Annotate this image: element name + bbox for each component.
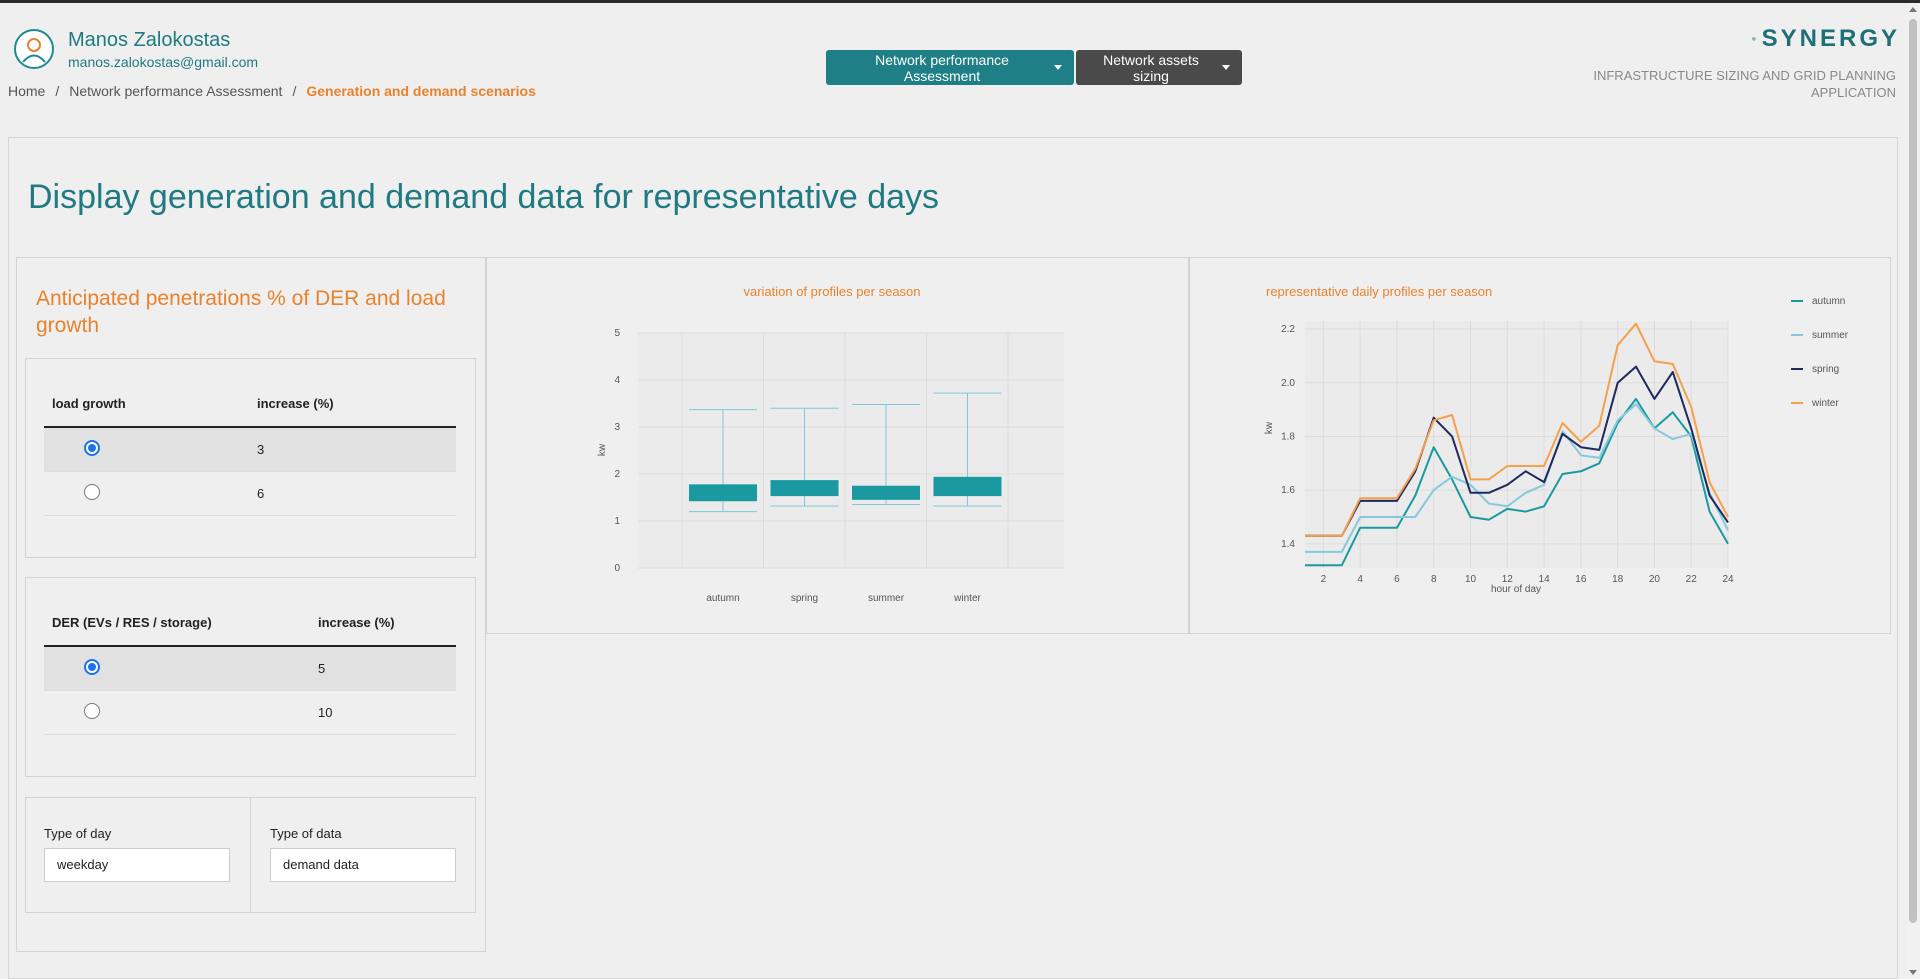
load-growth-value: 3	[249, 427, 456, 472]
network-assets-label: Network assets sizing	[1103, 51, 1199, 84]
avatar[interactable]	[14, 29, 54, 69]
x-tick-label: 4	[1357, 574, 1363, 585]
chart-title: variation of profiles per season	[743, 284, 920, 299]
y-tick-label: 2.2	[1281, 324, 1295, 335]
load-growth-table: load growth increase (%) 3 6	[44, 381, 456, 516]
box-autumn	[689, 484, 757, 502]
synergy-logo[interactable]: SYNERGY	[1752, 18, 1900, 60]
x-tick-label: 22	[1686, 574, 1698, 585]
legend-label-autumn: autumn	[1812, 296, 1845, 307]
x-tick-label: 20	[1649, 574, 1661, 585]
user-name: Manos Zalokostas	[68, 29, 231, 51]
x-tick-label: autumn	[706, 593, 739, 604]
y-tick-label: 3	[614, 422, 620, 433]
breadcrumb-separator: /	[55, 83, 60, 99]
load-growth-value: 6	[249, 471, 456, 516]
box-summer	[852, 485, 920, 500]
load-growth-header: load growth	[44, 381, 249, 428]
caret-down-icon	[1054, 65, 1062, 70]
series-line-summer	[1305, 403, 1729, 553]
series-line-autumn	[1305, 397, 1729, 567]
x-axis-label: hour of day	[1491, 584, 1541, 595]
data-type-label: Type of data	[270, 826, 342, 841]
day-type-select[interactable]: weekday	[44, 848, 230, 882]
line-chart-panel: 1.4 1.6 1.8 2.0 2.2 2 4 6 8 10 12 14 16 18 20 22 24 repre…	[1189, 257, 1891, 634]
scroll-up-icon[interactable]	[1909, 7, 1917, 12]
box-winter	[933, 476, 1002, 497]
y-tick-label: 1.6	[1281, 485, 1295, 496]
table-row[interactable]: 5	[44, 646, 456, 691]
breadcrumb-separator: /	[292, 83, 297, 99]
table-row[interactable]: 6	[44, 471, 456, 516]
network-performance-label: Network performance Assessment	[875, 51, 1009, 84]
network-performance-dropdown[interactable]: Network performance Assessment	[826, 50, 1074, 85]
legend-label-summer: summer	[1812, 330, 1849, 341]
der-radio-5[interactable]	[84, 658, 100, 675]
load-increase-header: increase (%)	[249, 381, 456, 428]
y-tick-label: 5	[614, 328, 620, 339]
plot-area	[638, 333, 1064, 568]
y-tick-label: 4	[614, 375, 620, 386]
box-chart-panel: 0 1 2 3 4 5 variation of profiles per season kw…	[486, 257, 1189, 634]
chart-title: representative daily profiles per season	[1266, 284, 1492, 299]
x-tick-label: 16	[1575, 574, 1587, 585]
y-tick-label: 0	[614, 563, 620, 574]
breadcrumb-current: Generation and demand scenarios	[306, 83, 536, 99]
x-tick-label: 6	[1394, 574, 1400, 585]
x-tick-label: 2	[1321, 574, 1327, 585]
scroll-down-icon[interactable]	[1909, 970, 1917, 975]
logo-hexagon-icon	[1752, 36, 1756, 41]
series-line-winter	[1305, 322, 1729, 537]
app-subtitle: INFRASTRUCTURE SIZING AND GRID PLANNING …	[1593, 68, 1896, 100]
der-header: DER (EVs / RES / storage)	[44, 600, 310, 647]
user-email: manos.zalokostas@gmail.com	[68, 54, 259, 70]
y-tick-label: 2	[614, 469, 620, 480]
der-value: 10	[310, 690, 456, 735]
x-tick-label: 12	[1502, 574, 1514, 585]
x-tick-label: 14	[1539, 574, 1551, 585]
x-tick-label: winter	[953, 593, 981, 604]
y-tick-label: 1.4	[1281, 539, 1295, 550]
y-axis-label: kw	[597, 443, 608, 456]
legend-label-spring: spring	[1812, 364, 1839, 375]
y-axis-label: kw	[1264, 421, 1275, 434]
der-radio-10[interactable]	[84, 702, 100, 719]
load-growth-radio-6[interactable]	[84, 483, 100, 500]
series-line-spring	[1305, 365, 1729, 537]
data-type-select[interactable]: demand data	[270, 848, 456, 882]
table-row[interactable]: 10	[44, 690, 456, 735]
breadcrumb: Home / Network performance Assessment / …	[8, 83, 536, 99]
caret-down-icon	[1222, 65, 1230, 70]
plot-area	[1305, 321, 1728, 568]
x-tick-label: summer	[868, 593, 905, 604]
x-tick-label: 18	[1612, 574, 1624, 585]
x-tick-label: 10	[1465, 574, 1477, 585]
der-settings-title: Anticipated penetrations % of DER and lo…	[36, 287, 446, 337]
y-tick-label: 1	[614, 516, 620, 527]
table-row[interactable]: 3	[44, 427, 456, 472]
der-table: DER (EVs / RES / storage) increase (%) 5…	[44, 600, 456, 735]
der-value: 5	[310, 646, 456, 691]
y-tick-label: 2.0	[1281, 378, 1295, 389]
x-tick-label: 8	[1431, 574, 1437, 585]
scrollbar-thumb[interactable]	[1909, 19, 1917, 923]
y-tick-label: 1.8	[1281, 431, 1295, 442]
breadcrumb-network-performance[interactable]: Network performance Assessment	[69, 83, 283, 99]
window-top-border	[0, 0, 1920, 3]
day-type-label: Type of day	[44, 826, 112, 841]
load-growth-radio-3[interactable]	[84, 439, 100, 456]
box-chart[interactable]: 0 1 2 3 4 5 variation of profiles per season kw…	[487, 258, 1190, 635]
x-tick-label: spring	[791, 593, 818, 604]
user-icon	[22, 38, 46, 63]
legend-label-winter: winter	[1811, 398, 1839, 409]
der-increase-header: increase (%)	[310, 600, 456, 647]
line-chart[interactable]: 1.41.61.82.02.22 4 6 8 10 12 14 16 18 20 22 24repre…	[1190, 258, 1892, 635]
page-title: Display generation and demand data for r…	[28, 178, 940, 216]
network-assets-dropdown[interactable]: Network assets sizing	[1076, 50, 1242, 85]
breadcrumb-home[interactable]: Home	[8, 83, 46, 99]
box-spring	[770, 480, 839, 497]
logo-text: SYNERGY	[1761, 25, 1900, 52]
x-tick-label: 24	[1722, 574, 1734, 585]
vertical-scrollbar[interactable]	[1906, 3, 1920, 979]
